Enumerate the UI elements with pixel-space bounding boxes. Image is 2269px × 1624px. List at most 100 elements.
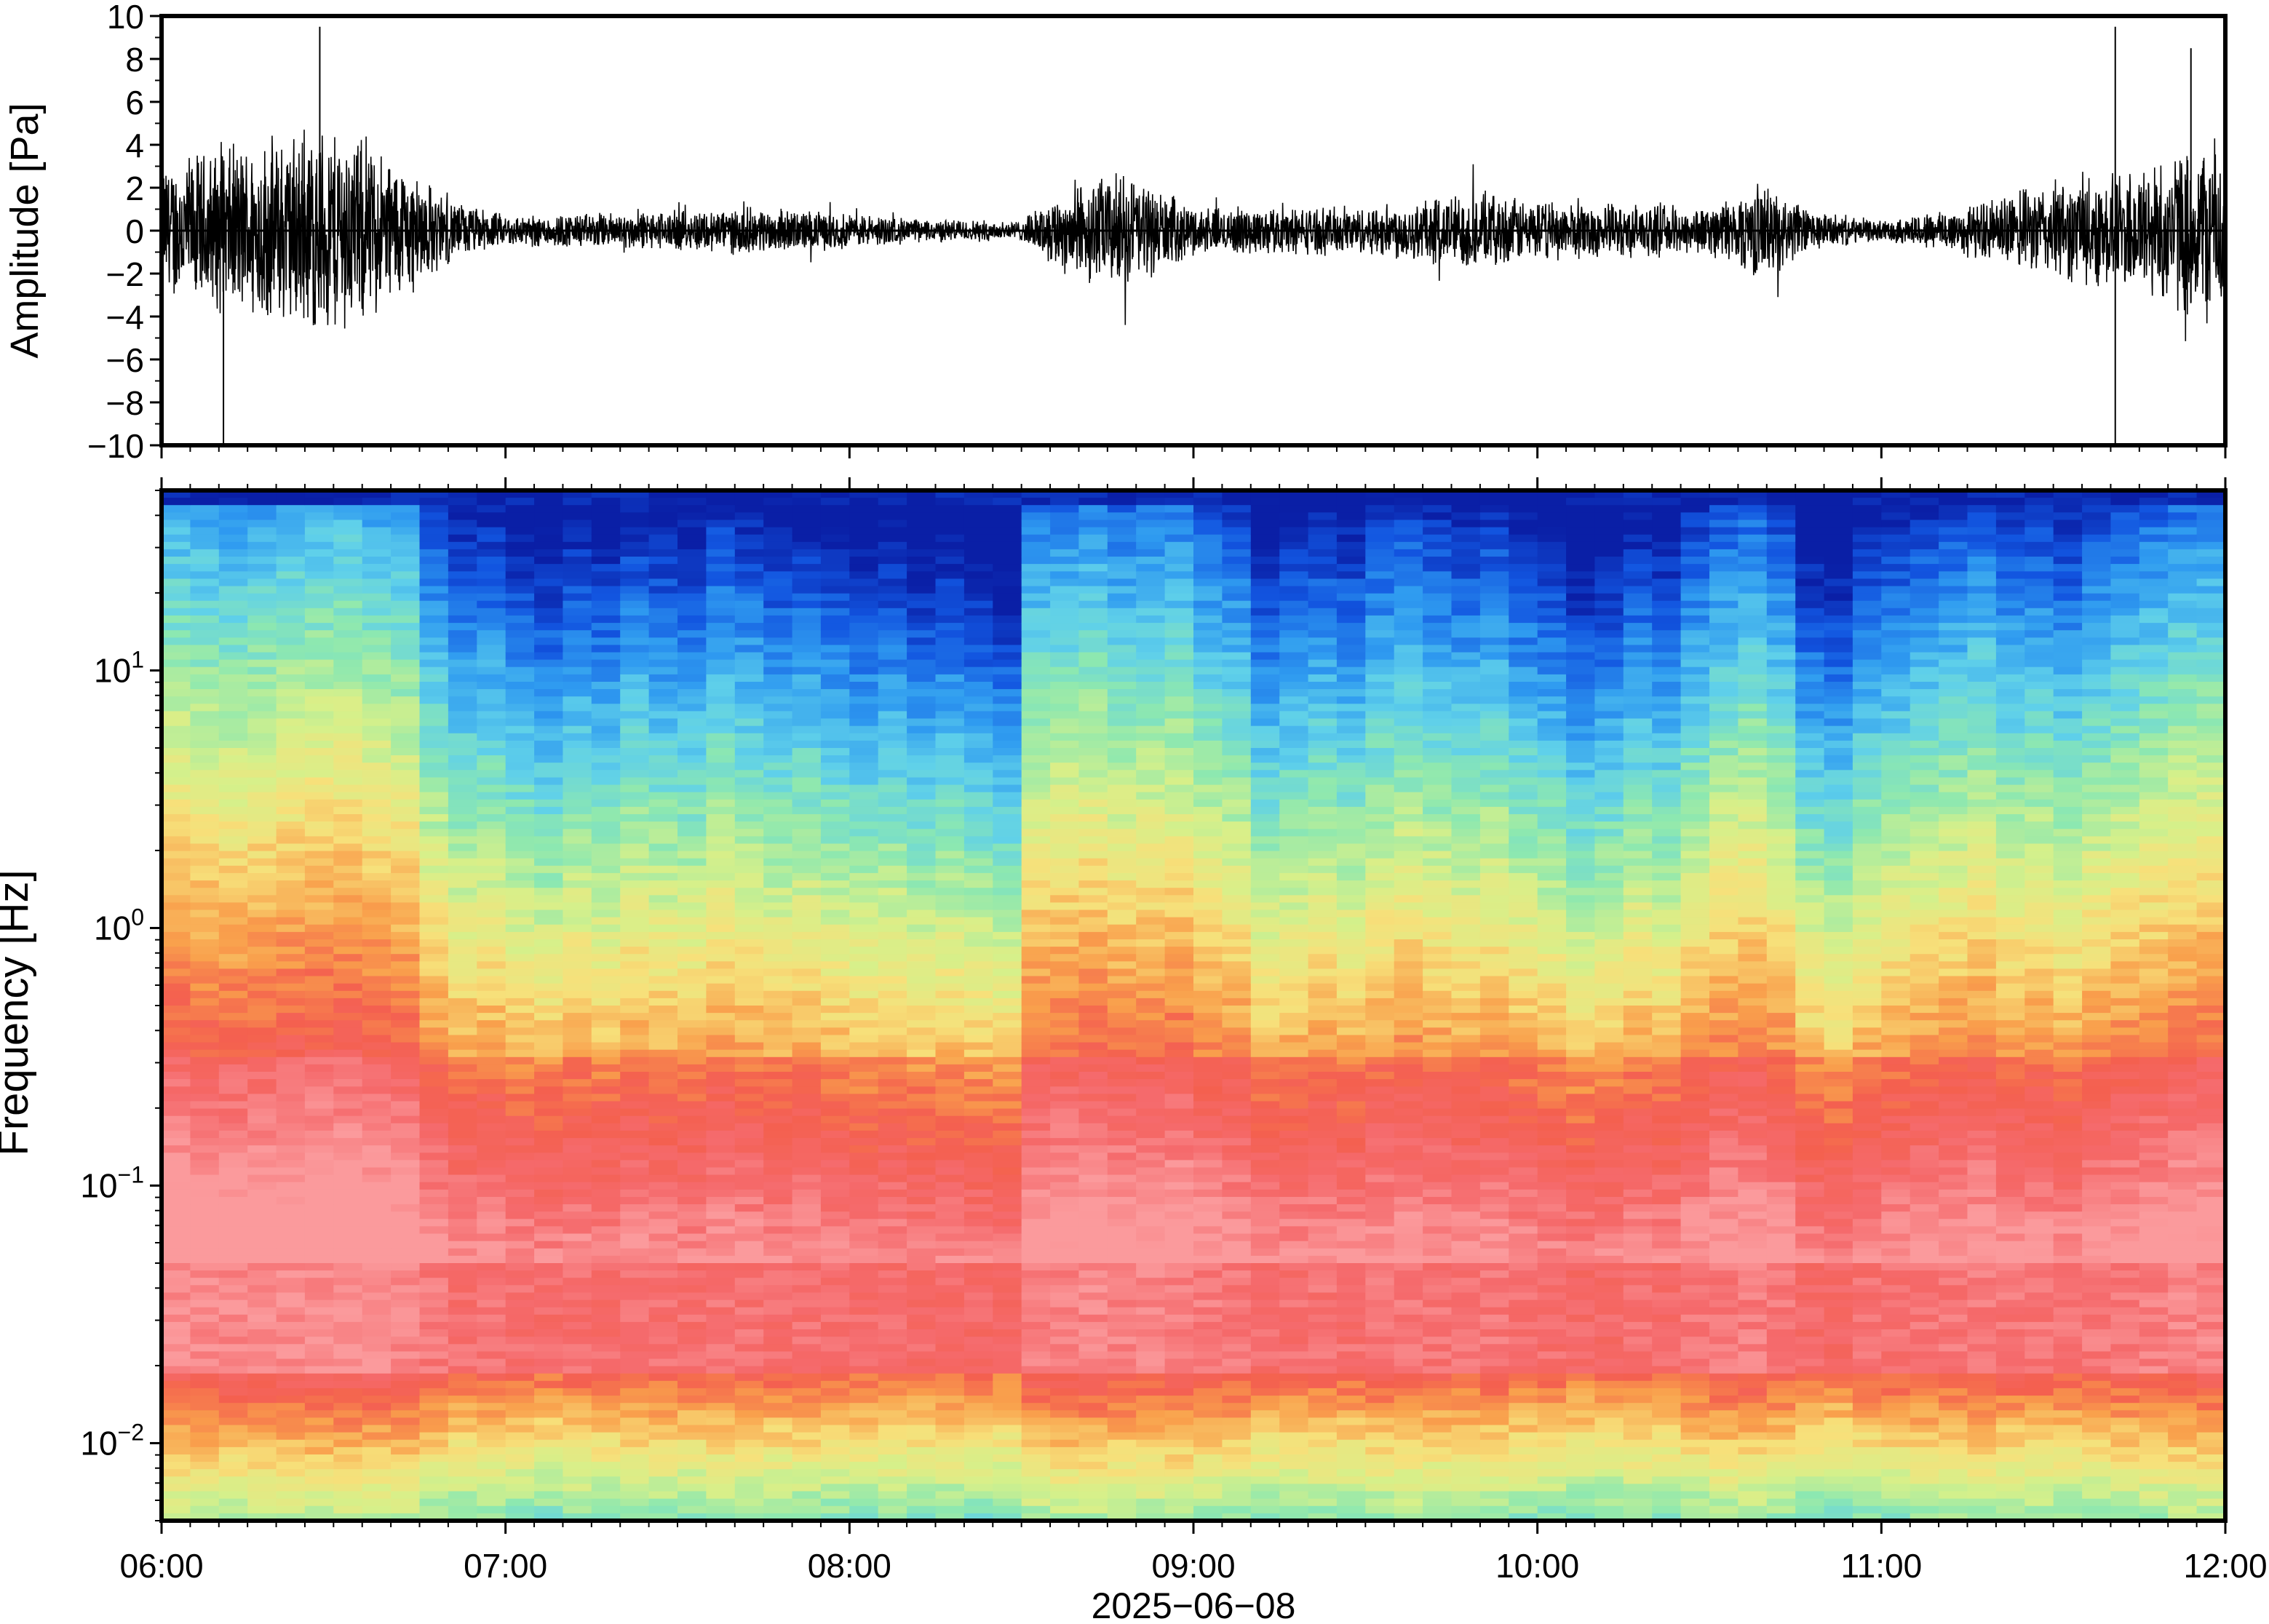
spectrogram-cell [162, 498, 191, 506]
spectrogram-cell [304, 1439, 334, 1448]
spectrogram-cell [591, 689, 621, 697]
spectrogram-cell [677, 1189, 707, 1198]
spectrogram-cell [963, 843, 993, 852]
spectrogram-cell [276, 1079, 306, 1087]
spectrogram-cell [591, 968, 621, 977]
spectrogram-cell [1050, 1226, 1080, 1235]
spectrogram-cell [849, 1469, 879, 1477]
spectrogram-cell [190, 770, 220, 778]
spectrogram-cell [162, 1446, 191, 1455]
spectrogram-cell [419, 1079, 449, 1087]
spectrogram-cell [333, 600, 363, 609]
spectrogram-cell [1107, 659, 1137, 668]
spectrogram-cell [963, 637, 993, 645]
spectrogram-cell [1107, 571, 1137, 579]
spectrogram-cell [563, 1454, 592, 1462]
spectrogram-cell [820, 1366, 850, 1374]
spectrogram-cell [218, 1263, 248, 1271]
spectrogram-cell [620, 983, 650, 992]
spectrogram-cell [333, 1505, 363, 1514]
spectrogram-cell [1078, 1373, 1108, 1382]
spectrogram-cell [419, 674, 449, 682]
spectrogram-cell [993, 917, 1022, 926]
spectrogram-cell [706, 1439, 736, 1448]
spectrogram-cell [648, 1439, 678, 1448]
spectrogram-cell [218, 968, 248, 977]
spectrogram-cell [218, 711, 248, 720]
spectrogram-cell [333, 725, 363, 734]
spectrogram-cell [648, 1123, 678, 1131]
spectrogram-cell [1078, 784, 1108, 793]
spectrogram-cell [763, 1425, 793, 1433]
spectrogram-cell [734, 1469, 764, 1477]
spectrogram-cell [391, 630, 421, 638]
spectrogram-cell [391, 1329, 421, 1337]
spectrogram-cell [362, 1204, 392, 1212]
spectrogram-cell [391, 1396, 421, 1404]
spectrogram-cell [878, 666, 907, 675]
spectrogram-cell [534, 630, 564, 638]
spectrogram-cell [907, 821, 937, 829]
spectrogram-cell [391, 1513, 421, 1521]
spectrogram-cell [391, 1410, 421, 1418]
spectrogram-cell [993, 527, 1022, 536]
spectrogram-cell [648, 534, 678, 543]
spectrogram-cell [820, 711, 850, 720]
spectrogram-cell [706, 799, 736, 808]
spectrogram-cell [1136, 1241, 1166, 1249]
waveform-y-tick-label: −6 [106, 341, 144, 379]
spectrogram-cell [1021, 674, 1051, 682]
spectrogram-cell [1107, 593, 1137, 602]
spectrogram-cell [849, 1049, 879, 1058]
spectrogram-cell [218, 1351, 248, 1360]
spectrogram-cell [534, 947, 564, 955]
spectrogram-cell [734, 1388, 764, 1396]
spectrogram-cell [1050, 777, 1080, 786]
spectrogram-cell [247, 1006, 277, 1014]
spectrogram-cell [333, 1035, 363, 1043]
spectrogram-cell [448, 1153, 477, 1161]
spectrogram-cell [247, 630, 277, 638]
spectrogram-cell [162, 586, 191, 594]
spectrogram-cell [276, 564, 306, 572]
spectrogram-cell [419, 1072, 449, 1080]
spectrogram-cell [706, 814, 736, 822]
spectrogram-cell [419, 1439, 449, 1448]
spectrogram-cell [849, 1160, 879, 1169]
spectrogram-cell [419, 917, 449, 926]
spectrogram-cell [935, 1248, 965, 1257]
spectrogram-cell [276, 1469, 306, 1477]
spectrogram-cell [620, 557, 650, 565]
spectrogram-cell [162, 711, 191, 720]
spectrogram-cell [963, 520, 993, 528]
spectrogram-cell [849, 557, 879, 565]
spectrogram-cell [247, 770, 277, 778]
spectrogram-cell [820, 1337, 850, 1345]
spectrogram-cell [734, 1248, 764, 1257]
spectrogram-cell [935, 1108, 965, 1117]
spectrogram-cell [391, 1226, 421, 1235]
spectrogram-cell [907, 1321, 937, 1330]
spectrogram-cell [878, 571, 907, 579]
spectrogram-cell [792, 512, 822, 520]
spectrogram-cell [276, 947, 306, 955]
spectrogram-cell [304, 1388, 334, 1396]
spectrogram-cell [677, 1432, 707, 1441]
spectrogram-cell [534, 578, 564, 587]
spectrogram-cell [162, 1505, 191, 1514]
spectrogram-cell [820, 1197, 850, 1205]
spectrogram-cell [648, 895, 678, 903]
spectrogram-cell [706, 534, 736, 543]
spectrogram-cell [935, 1189, 965, 1198]
spectrogram-cell [1136, 1278, 1166, 1286]
spectrogram-cell [820, 1454, 850, 1462]
spectrogram-cell [648, 1189, 678, 1198]
spectrogram-cell [247, 623, 277, 631]
spectrogram-cell [963, 799, 993, 808]
spectrogram-cell [391, 505, 421, 513]
spectrogram-cell [477, 1027, 506, 1035]
spectrogram-cell [792, 1115, 822, 1124]
spectrogram-cell [1078, 652, 1108, 661]
spectrogram-cell [162, 961, 191, 969]
spectrogram-cell [1078, 1476, 1108, 1484]
